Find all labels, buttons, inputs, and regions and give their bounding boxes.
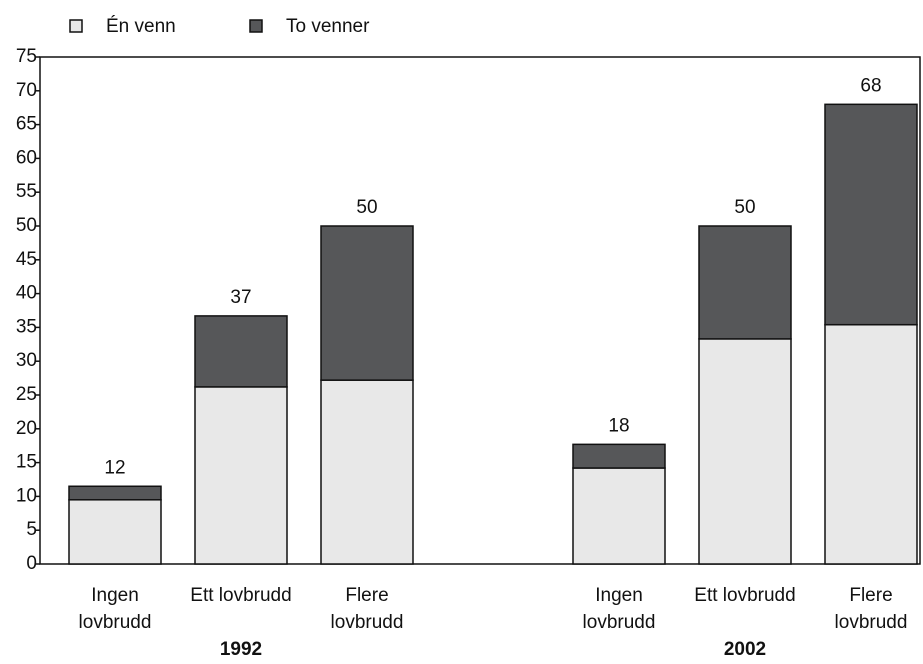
y-tick-label: 30	[16, 350, 37, 371]
total-label: 12	[104, 457, 125, 478]
x-tick-label: Ett lovbrudd	[190, 585, 292, 606]
y-tick-label: 35	[16, 316, 37, 337]
total-label: 37	[230, 287, 251, 308]
bar-segment	[698, 338, 792, 565]
y-tick-label: 0	[26, 553, 37, 574]
legend-swatch	[69, 19, 83, 33]
y-tick-label: 70	[16, 80, 37, 101]
legend-label: To venner	[286, 16, 370, 37]
x-tick-label: Ingen lovbrudd	[78, 585, 152, 633]
y-tick-label: 65	[16, 114, 37, 135]
y-tick-label: 20	[16, 418, 37, 439]
bar-segment	[824, 323, 918, 565]
y-tick-label: 55	[16, 181, 37, 202]
bar-segment	[194, 386, 288, 565]
group-label: 2002	[723, 639, 767, 660]
total-label: 50	[356, 197, 377, 218]
bar-segment	[572, 443, 666, 469]
y-tick-label: 50	[16, 215, 37, 236]
bar-segment	[320, 379, 414, 565]
x-tick-label: Ingen lovbrudd	[582, 585, 656, 633]
y-tick-label: 45	[16, 249, 37, 270]
bar-segment	[194, 315, 288, 388]
bar-segment	[68, 485, 162, 501]
total-label: 68	[860, 75, 881, 96]
total-label: 50	[734, 197, 755, 218]
y-tick-label: 40	[16, 283, 37, 304]
y-tick-label: 10	[16, 485, 37, 506]
legend-swatch	[249, 19, 263, 33]
x-tick-label: Flere lovbrudd	[834, 585, 908, 633]
y-tick-label: 25	[16, 384, 37, 405]
bar-segment	[824, 103, 918, 326]
legend-label: Én venn	[106, 16, 176, 37]
x-tick-label: Flere lovbrudd	[330, 585, 404, 633]
y-tick-label: 75	[16, 46, 37, 67]
bar-segment	[572, 467, 666, 565]
group-label: 1992	[219, 639, 263, 660]
y-tick-label: 60	[16, 147, 37, 168]
bar-segment	[698, 225, 792, 340]
y-tick-label: 15	[16, 452, 37, 473]
x-tick-label: Ett lovbrudd	[694, 585, 796, 606]
total-label: 18	[608, 415, 629, 436]
bar-segment	[320, 225, 414, 381]
plot-frame	[39, 56, 921, 565]
bar-segment	[68, 499, 162, 565]
y-tick-label: 5	[26, 519, 37, 540]
